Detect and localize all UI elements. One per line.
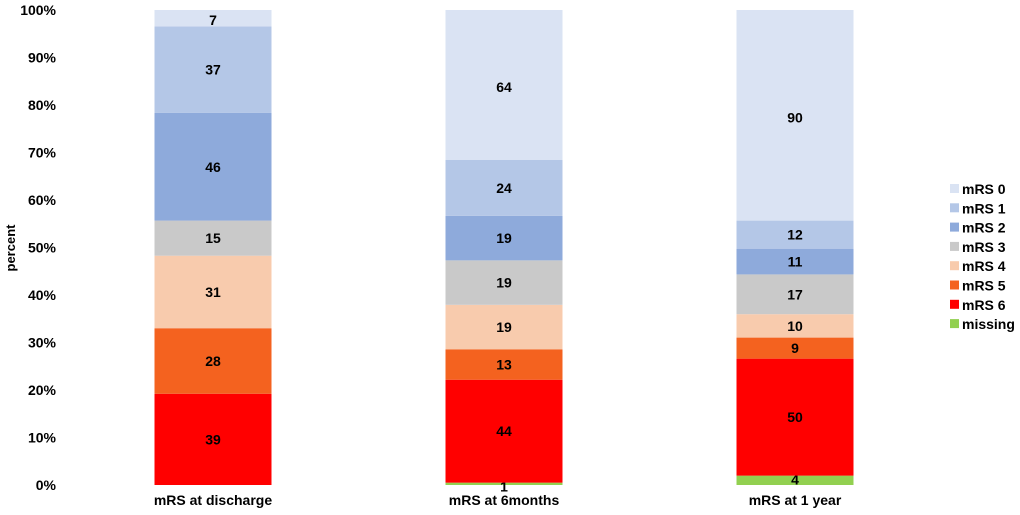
- data-label: 19: [496, 319, 512, 335]
- y-tick-label: 30%: [28, 335, 57, 351]
- bar-segment-mrs-1: [154, 26, 272, 113]
- bar-segment-mrs-1: [445, 159, 563, 216]
- data-label: 19: [496, 275, 512, 291]
- data-label: 19: [496, 230, 512, 246]
- legend-label: missing: [962, 316, 1015, 332]
- bar-segment-mrs-1: [736, 220, 854, 249]
- y-tick-label: 80%: [28, 97, 57, 113]
- y-tick-label: 40%: [28, 287, 57, 303]
- y-axis-title: percent: [3, 224, 18, 272]
- data-label: 37: [205, 62, 221, 78]
- bar-segment-mrs-5: [445, 349, 563, 380]
- legend-label: mRS 0: [962, 181, 1006, 197]
- data-label: 9: [791, 340, 799, 356]
- bar-segment-mrs-6: [445, 379, 563, 483]
- data-label: 50: [787, 409, 803, 425]
- legend-label: mRS 3: [962, 239, 1006, 255]
- bar-segment-missing: [736, 475, 854, 485]
- bar-segment-mrs-0: [445, 10, 563, 160]
- y-tick-label: 0%: [36, 477, 57, 493]
- y-tick-label: 100%: [20, 2, 56, 18]
- bar-segment-mrs-4: [154, 255, 272, 329]
- data-label: 15: [205, 230, 221, 246]
- y-axis: 0% 10% 20% 30% 40% 50% 60% 70% 80% 90% 100%: [20, 2, 56, 493]
- data-label: 12: [787, 227, 803, 243]
- category-label: mRS at 6months: [449, 492, 560, 508]
- data-label: 7: [209, 12, 217, 28]
- data-label: 64: [496, 79, 512, 95]
- legend-swatch-mrs-0: [950, 184, 959, 193]
- bar-segment-mrs-6: [736, 358, 854, 476]
- legend-swatch-missing: [950, 319, 959, 329]
- category-label: mRS at discharge: [154, 492, 272, 508]
- y-tick-label: 70%: [28, 145, 57, 161]
- bar-segment-mrs-0: [154, 10, 272, 27]
- bar-segment-mrs-4: [445, 304, 563, 350]
- y-tick-label: 10%: [28, 430, 57, 446]
- data-label: 1: [500, 479, 508, 495]
- bar-segment-mrs-2: [154, 112, 272, 221]
- data-label: 11: [788, 254, 803, 270]
- category-label: mRS at 1 year: [749, 492, 842, 508]
- legend-swatch-mrs-1: [950, 203, 959, 213]
- data-label: 17: [787, 286, 803, 302]
- data-label: 4: [791, 472, 799, 488]
- data-label: 13: [496, 356, 512, 372]
- bar-segment-mrs-5: [154, 328, 272, 394]
- legend-swatch-mrs-5: [950, 280, 959, 290]
- legend-label: mRS 2: [962, 220, 1006, 236]
- bar-segment-missing: [445, 482, 563, 485]
- x-axis: mRS at discharge mRS at 6months mRS at 1 y…: [154, 492, 842, 508]
- legend-swatch-mrs-2: [950, 222, 959, 232]
- bar-segment-mrs-3: [736, 274, 854, 315]
- bar-segment-mrs-2: [736, 248, 854, 275]
- data-label: 46: [205, 159, 221, 175]
- bar-segment-mrs-2: [445, 215, 563, 261]
- legend-label: mRS 5: [962, 278, 1006, 294]
- legend-label: mRS 1: [962, 200, 1006, 216]
- legend-swatch-mrs-4: [950, 261, 959, 271]
- bar-segment-mrs-4: [736, 314, 854, 338]
- legend-label: mRS 4: [962, 258, 1006, 274]
- bar-segment-mrs-3: [154, 220, 272, 256]
- data-label: 10: [787, 318, 803, 334]
- y-tick-label: 50%: [28, 240, 57, 256]
- legend-label: mRS 6: [962, 297, 1006, 313]
- data-label: 31: [205, 284, 221, 300]
- bar-segment-mrs-6: [154, 393, 272, 485]
- legend-swatch-mrs-6: [950, 299, 959, 309]
- data-label: 90: [787, 109, 803, 125]
- bar-segment-mrs-5: [736, 337, 854, 359]
- data-label: 28: [205, 353, 221, 369]
- bar-segment-mrs-3: [445, 260, 563, 305]
- data-label: 44: [496, 423, 512, 439]
- legend-swatch-mrs-3: [950, 241, 959, 251]
- y-tick-label: 60%: [28, 192, 57, 208]
- y-tick-label: 20%: [28, 382, 57, 398]
- data-label: 24: [496, 180, 512, 196]
- legend: mRS 0 mRS 1 mRS 2 mRS 3 mRS 4 mRS 5 mRS 6 missi…: [950, 181, 1015, 332]
- plot-area: 39 28 31 15 46 37 7 1 44 13 19 19 19 24 64 4 50 9 10 17 11 12…: [154, 10, 854, 495]
- data-label: 39: [205, 431, 221, 447]
- y-tick-label: 90%: [28, 50, 57, 66]
- bar-segment-mrs-0: [736, 10, 854, 221]
